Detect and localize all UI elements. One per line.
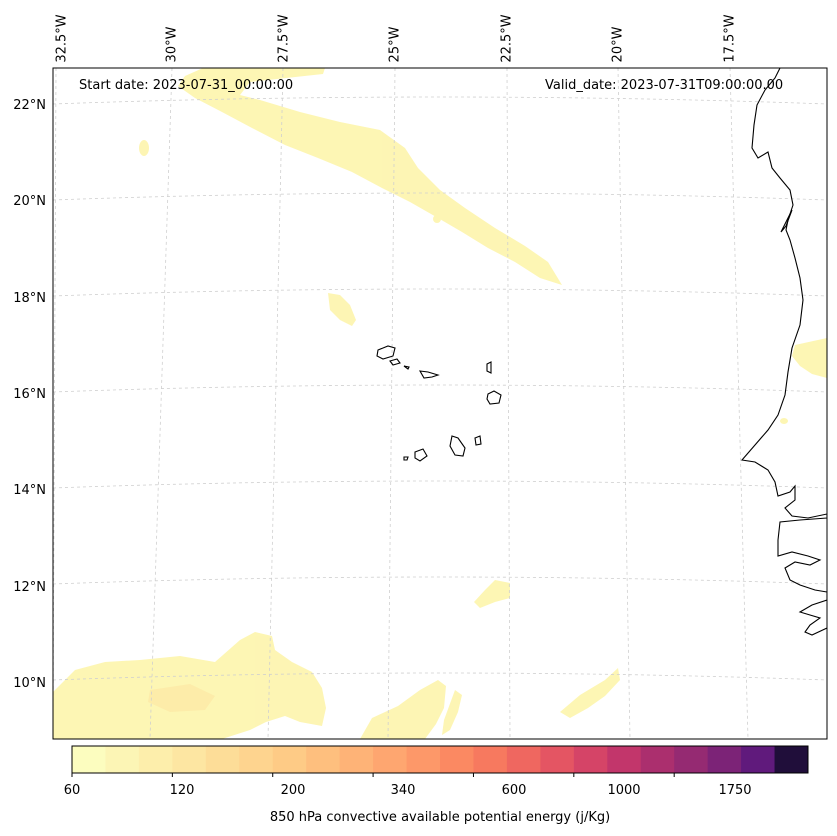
lat-label-14n: 14°N bbox=[13, 483, 46, 498]
colorbar bbox=[71, 745, 809, 777]
african-coastline bbox=[740, 68, 827, 636]
lat-label-10n: 10°N bbox=[13, 676, 46, 691]
lon-label-32.5w: 32.5°W bbox=[54, 14, 70, 63]
colorbar-swatch bbox=[707, 746, 742, 773]
colorbar-swatch bbox=[473, 746, 508, 773]
lat-label-18n: 18°N bbox=[13, 291, 46, 306]
start-date-label: Start date: 2023-07-31_00:00:00 bbox=[79, 78, 294, 93]
map-panel bbox=[53, 68, 827, 739]
colorbar-swatch bbox=[239, 746, 274, 773]
cape-patch-small-2 bbox=[433, 215, 441, 223]
lon-label-22.5w: 22.5°W bbox=[499, 14, 515, 63]
cape-patch-12n bbox=[474, 580, 510, 608]
colorbar-swatch bbox=[406, 746, 441, 773]
cape-band-north bbox=[178, 68, 562, 285]
lat-label-12n: 12°N bbox=[13, 580, 46, 595]
island-santo-antao bbox=[376, 345, 396, 360]
graticule bbox=[53, 68, 827, 739]
island-boa-vista bbox=[486, 390, 502, 405]
cape-patch-18n bbox=[328, 293, 356, 326]
colorbar-swatch bbox=[339, 746, 374, 773]
colorbar-swatch bbox=[138, 746, 173, 773]
colorbar-title: 850 hPa convective available potential e… bbox=[269, 810, 611, 825]
cape-patch-coast-small bbox=[780, 418, 788, 424]
colorbar-frame bbox=[71, 745, 809, 774]
colorbar-tick-340: 340 bbox=[390, 783, 416, 798]
colorbar-tick-60: 60 bbox=[63, 783, 81, 798]
lat-label-16n: 16°N bbox=[13, 387, 46, 402]
island-santiago bbox=[449, 435, 466, 457]
colorbar-swatch bbox=[741, 746, 776, 773]
colorbar-swatch bbox=[774, 746, 809, 773]
colorbar-tick-1000: 1000 bbox=[607, 783, 641, 798]
map-frame bbox=[52, 67, 828, 740]
lon-label-17.5w: 17.5°W bbox=[722, 14, 738, 63]
colorbar-tick-600: 600 bbox=[501, 783, 527, 798]
colorbar-swatch bbox=[506, 746, 541, 773]
colorbar-swatch bbox=[105, 746, 140, 773]
colorbar-swatch bbox=[440, 746, 474, 773]
cape-patch-south-mid bbox=[360, 680, 446, 739]
lon-label-30w: 30°W bbox=[164, 26, 180, 63]
colorbar-swatch bbox=[72, 746, 106, 773]
island-brava bbox=[403, 456, 409, 461]
colorbar-tick-120: 120 bbox=[169, 783, 195, 798]
lon-label-20w: 20°W bbox=[610, 26, 626, 63]
cape-slightly-higher bbox=[148, 684, 215, 712]
island-sao-nicolau bbox=[418, 370, 440, 379]
lat-label-22n: 22°N bbox=[13, 98, 46, 113]
island-sao-vicente bbox=[389, 358, 401, 366]
island-fogo bbox=[414, 448, 428, 462]
valid-date-label: Valid_date: 2023-07-31T09:00:00.00 bbox=[545, 78, 784, 93]
colorbar-swatch bbox=[205, 746, 240, 773]
colorbar-swatch bbox=[373, 746, 408, 773]
island-sal bbox=[486, 361, 492, 374]
colorbar-swatch bbox=[640, 746, 675, 773]
cape-shading bbox=[53, 68, 827, 739]
colorbar-swatch bbox=[272, 746, 307, 773]
cape-patch-small-1 bbox=[139, 140, 149, 156]
colorbar-tick-200: 200 bbox=[280, 783, 306, 798]
lon-label-25w: 25°W bbox=[387, 26, 403, 63]
colorbar-swatch bbox=[540, 746, 575, 773]
colorbar-swatch bbox=[674, 746, 709, 773]
colorbar-tick-1750: 1750 bbox=[718, 783, 752, 798]
colorbar-swatch bbox=[306, 746, 341, 773]
colorbar-swatch bbox=[607, 746, 642, 773]
island-santa-luzia bbox=[403, 365, 410, 370]
colorbar-swatch bbox=[172, 746, 207, 773]
cape-verde-islands bbox=[376, 345, 502, 462]
cape-patch-se bbox=[560, 668, 620, 718]
colorbar-swatch bbox=[573, 746, 608, 773]
lon-label-27.5w: 27.5°W bbox=[276, 14, 292, 63]
island-maio bbox=[474, 435, 482, 446]
cape-patch-coast bbox=[792, 338, 827, 378]
cape-patch-south-east bbox=[442, 690, 462, 735]
lat-label-20n: 20°N bbox=[13, 194, 46, 209]
